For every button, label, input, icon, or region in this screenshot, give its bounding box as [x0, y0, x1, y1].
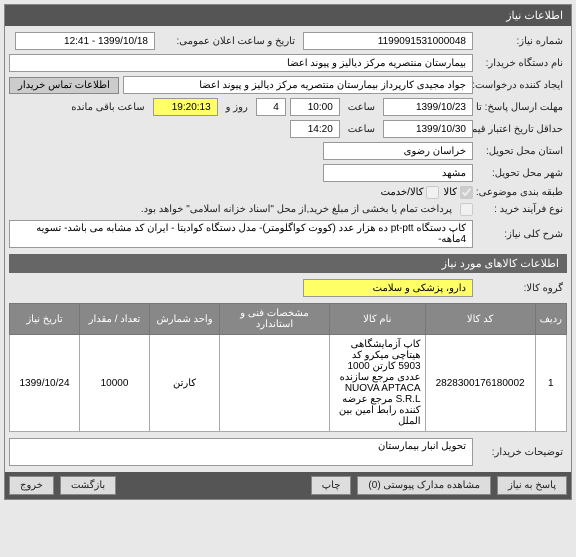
- buyer-notes-label: توضیحات خریدار:: [477, 447, 567, 458]
- exit-button[interactable]: خروج: [9, 476, 54, 495]
- budget-cat-label: طبقه بندی موضوعی:: [477, 187, 567, 198]
- creator-label: ایجاد کننده درخواست:: [477, 80, 567, 91]
- deadline-time: 10:00: [290, 98, 340, 116]
- panel-body: شماره نیاز: 1199091531000048 تاریخ و ساع…: [5, 26, 571, 472]
- service-checkbox-label: کالا/خدمت: [381, 187, 424, 198]
- need-no-value: 1199091531000048: [303, 32, 473, 50]
- items-table: ردیف کد کالا نام کالا مشخصات فنی و استان…: [9, 303, 567, 432]
- service-checkbox[interactable]: کالا/خدمت: [381, 186, 440, 199]
- back-button[interactable]: بازگشت: [60, 476, 116, 495]
- col-date: تاریخ نیاز: [10, 304, 80, 335]
- col-qty: تعداد / مقدار: [80, 304, 150, 335]
- min-valid-date: 1399/10/30: [383, 120, 473, 138]
- deadline-time-label: ساعت: [344, 102, 379, 113]
- deadline-label: مهلت ارسال پاسخ: تا تاریخ:: [477, 102, 567, 113]
- days-remaining: 4: [256, 98, 286, 116]
- buy-process-checkbox[interactable]: [460, 203, 473, 216]
- footer-spacer: [122, 476, 305, 495]
- attachments-button[interactable]: مشاهده مدارک پیوستی (0): [357, 476, 491, 495]
- cell-spec: [220, 335, 330, 432]
- group-value: دارو، پزشکی و سلامت: [303, 279, 473, 297]
- goods-checkbox-label: کالا: [443, 187, 457, 198]
- cell-code: 2828300176180002: [425, 335, 535, 432]
- min-valid-label: حداقل تاریخ اعتبار قیمت: تا تاریخ:: [477, 124, 567, 135]
- min-valid-time-label: ساعت: [344, 124, 379, 135]
- province-label: استان محل تحویل:: [477, 146, 567, 157]
- creator-value: جواد مجیدی کارپرداز بیمارستان منتصریه مر…: [123, 76, 473, 94]
- print-button[interactable]: چاپ: [311, 476, 352, 495]
- footer-bar: پاسخ به نیاز مشاهده مدارک پیوستی (0) چاپ…: [5, 472, 571, 499]
- min-valid-time: 14:20: [290, 120, 340, 138]
- city-label: شهر محل تحویل:: [477, 168, 567, 179]
- items-section-title: اطلاعات کالاهای مورد نیاز: [9, 254, 567, 273]
- province-value: خراسان رضوی: [323, 142, 473, 160]
- buy-process-note: پرداخت تمام یا بخشی از مبلغ خرید,از محل …: [9, 204, 456, 215]
- cell-name: کاپ آزمایشگاهی هیتاچی میکرو کد 5903 کارت…: [330, 335, 426, 432]
- deadline-date: 1399/10/23: [383, 98, 473, 116]
- col-code: کد کالا: [425, 304, 535, 335]
- pub-date-value: 1399/10/18 - 12:41: [15, 32, 155, 50]
- buyer-org-label: نام دستگاه خریدار:: [477, 58, 567, 69]
- cell-qty: 10000: [80, 335, 150, 432]
- remain-label: ساعت باقی مانده: [67, 102, 148, 113]
- col-unit: واحد شمارش: [150, 304, 220, 335]
- pub-date-label: تاریخ و ساعت اعلان عمومی:: [159, 36, 299, 47]
- group-label: گروه کالا:: [477, 283, 567, 294]
- city-value: مشهد: [323, 164, 473, 182]
- buyer-contact-button[interactable]: اطلاعات تماس خریدار: [9, 77, 119, 94]
- gen-desc-label: شرح کلی نیاز:: [477, 229, 567, 240]
- need-info-panel: اطلاعات نیاز شماره نیاز: 119909153100004…: [4, 4, 572, 500]
- table-row: 1 2828300176180002 کاپ آزمایشگاهی هیتاچی…: [10, 335, 567, 432]
- panel-title: اطلاعات نیاز: [5, 5, 571, 26]
- col-name: نام کالا: [330, 304, 426, 335]
- col-spec: مشخصات فنی و استاندارد: [220, 304, 330, 335]
- cell-idx: 1: [535, 335, 566, 432]
- buyer-notes-value: تحویل انبار بیمارستان: [9, 438, 473, 466]
- days-label: روز و: [222, 102, 252, 113]
- need-no-label: شماره نیاز:: [477, 36, 567, 47]
- buyer-org-value: بیمارستان منتصریه مرکز دیالیز و پیوند اع…: [9, 54, 473, 72]
- cell-unit: کارتن: [150, 335, 220, 432]
- col-idx: ردیف: [535, 304, 566, 335]
- time-remaining: 19:20:13: [153, 98, 218, 116]
- table-header-row: ردیف کد کالا نام کالا مشخصات فنی و استان…: [10, 304, 567, 335]
- gen-desc-value: کاپ دستگاه pt-ptt ده هزار عدد (کووت کواگ…: [9, 220, 473, 248]
- cell-date: 1399/10/24: [10, 335, 80, 432]
- reply-button[interactable]: پاسخ به نیاز: [497, 476, 567, 495]
- goods-checkbox[interactable]: کالا: [443, 186, 473, 199]
- buy-process-label: نوع فرآیند خرید :: [477, 204, 567, 215]
